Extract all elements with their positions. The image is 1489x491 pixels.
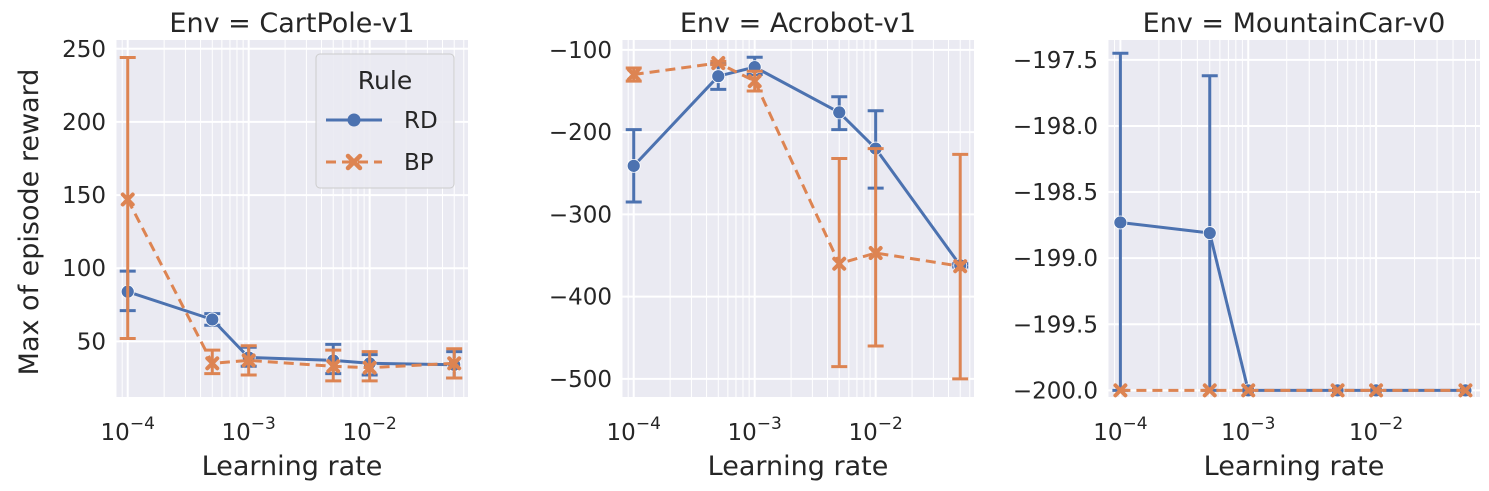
- plot-area: [1108, 40, 1480, 397]
- series-bp: [1113, 383, 1473, 398]
- chart-panels: 10−4 10−3 10−2 50 100 150 200 250 Env = CartPole…: [62, 8, 1480, 482]
- data-point: [832, 256, 847, 271]
- data-point: [1330, 383, 1345, 398]
- data-point: [711, 56, 726, 71]
- legend-title: Rule: [358, 66, 412, 95]
- x-tick-label: 10−4: [1093, 414, 1147, 446]
- data-point: [326, 359, 341, 374]
- y-tick-label: −500: [549, 367, 612, 393]
- data-point: [205, 356, 220, 371]
- panel-3: 10−4 10−3 10−2 −200.0 −199.5 −199.0 −198.5 −198…: [1013, 8, 1480, 482]
- data-point: [362, 360, 377, 375]
- x-axis-label: Learning rate: [202, 451, 383, 482]
- y-tick-label: −100: [549, 38, 612, 64]
- data-point: [868, 246, 883, 261]
- x-tick-label: 10−2: [848, 414, 902, 446]
- x-tick-label: 10−3: [222, 414, 276, 446]
- x-tick-label: 10−2: [342, 414, 396, 446]
- data-point: [747, 74, 762, 89]
- y-tick-label: 200: [62, 110, 106, 136]
- x-axis-label: Learning rate: [1204, 451, 1385, 482]
- x-tick-label: 10−2: [1349, 414, 1403, 446]
- x-tick-label: 10−3: [1221, 414, 1275, 446]
- series-bp: [119, 56, 463, 383]
- legend-label-rd: RD: [404, 108, 438, 134]
- legend-entry-bp: BP: [326, 150, 434, 176]
- series-bp: [625, 56, 969, 381]
- legend-marker-rd: [347, 113, 361, 127]
- data-point: [241, 353, 256, 368]
- data-point: [205, 312, 220, 327]
- y-tick-label: −199.5: [1013, 312, 1098, 338]
- data-point: [626, 67, 641, 82]
- y-axis-label: Max of episode reward: [14, 69, 45, 376]
- series-rd: [625, 55, 969, 273]
- panel-2: 10−4 10−3 10−2 −500 −400 −300 −200 −100 Env = Ac…: [549, 8, 974, 482]
- data-point: [953, 259, 968, 274]
- data-point: [1202, 226, 1217, 240]
- data-point: [1458, 383, 1473, 398]
- data-point: [626, 158, 641, 173]
- y-tick-label: 100: [62, 256, 106, 282]
- chart-title: Env = CartPole-v1: [169, 8, 414, 39]
- data-point: [1369, 383, 1384, 398]
- y-tick-label: −200.0: [1013, 378, 1098, 404]
- data-point: [120, 192, 135, 207]
- series-line: [632, 65, 962, 267]
- x-tick-label: 10−3: [728, 414, 782, 446]
- x-tick-label: 10−4: [607, 414, 661, 446]
- data-point: [1113, 383, 1128, 398]
- data-point: [832, 105, 847, 120]
- series-line: [633, 61, 961, 268]
- y-tick-label: −400: [549, 285, 612, 311]
- y-tick-label: −198.5: [1013, 180, 1098, 206]
- x-axis-label: Learning rate: [708, 451, 889, 482]
- y-tick-label: −200: [549, 120, 612, 146]
- data-point: [447, 356, 462, 371]
- legend-marker-bp: [345, 153, 363, 171]
- data-point: [711, 69, 726, 84]
- y-tick-label: 50: [77, 329, 106, 355]
- data-point: [1241, 383, 1256, 398]
- y-tick-label: 150: [62, 183, 106, 209]
- x-tick-label: 10−4: [101, 414, 155, 446]
- legend-label-bp: BP: [404, 150, 434, 176]
- y-tick-label: −198.0: [1013, 114, 1098, 140]
- series-line: [1120, 221, 1466, 392]
- series-line: [127, 290, 455, 367]
- series-line: [126, 198, 455, 370]
- data-point: [1202, 383, 1217, 398]
- y-tick-label: 250: [62, 37, 106, 63]
- y-tick-label: −300: [549, 202, 612, 228]
- y-tick-label: −199.0: [1013, 246, 1098, 272]
- chart-title: Env = Acrobot-v1: [680, 8, 916, 39]
- data-point: [1113, 215, 1128, 230]
- legend-entry-rd: RD: [326, 108, 438, 134]
- y-tick-label: −197.5: [1013, 48, 1098, 74]
- legend: Rule RD BP: [315, 53, 455, 189]
- chart-title: Env = MountainCar-v0: [1143, 8, 1446, 39]
- plot-area: [622, 40, 974, 397]
- legend-box: [315, 53, 455, 189]
